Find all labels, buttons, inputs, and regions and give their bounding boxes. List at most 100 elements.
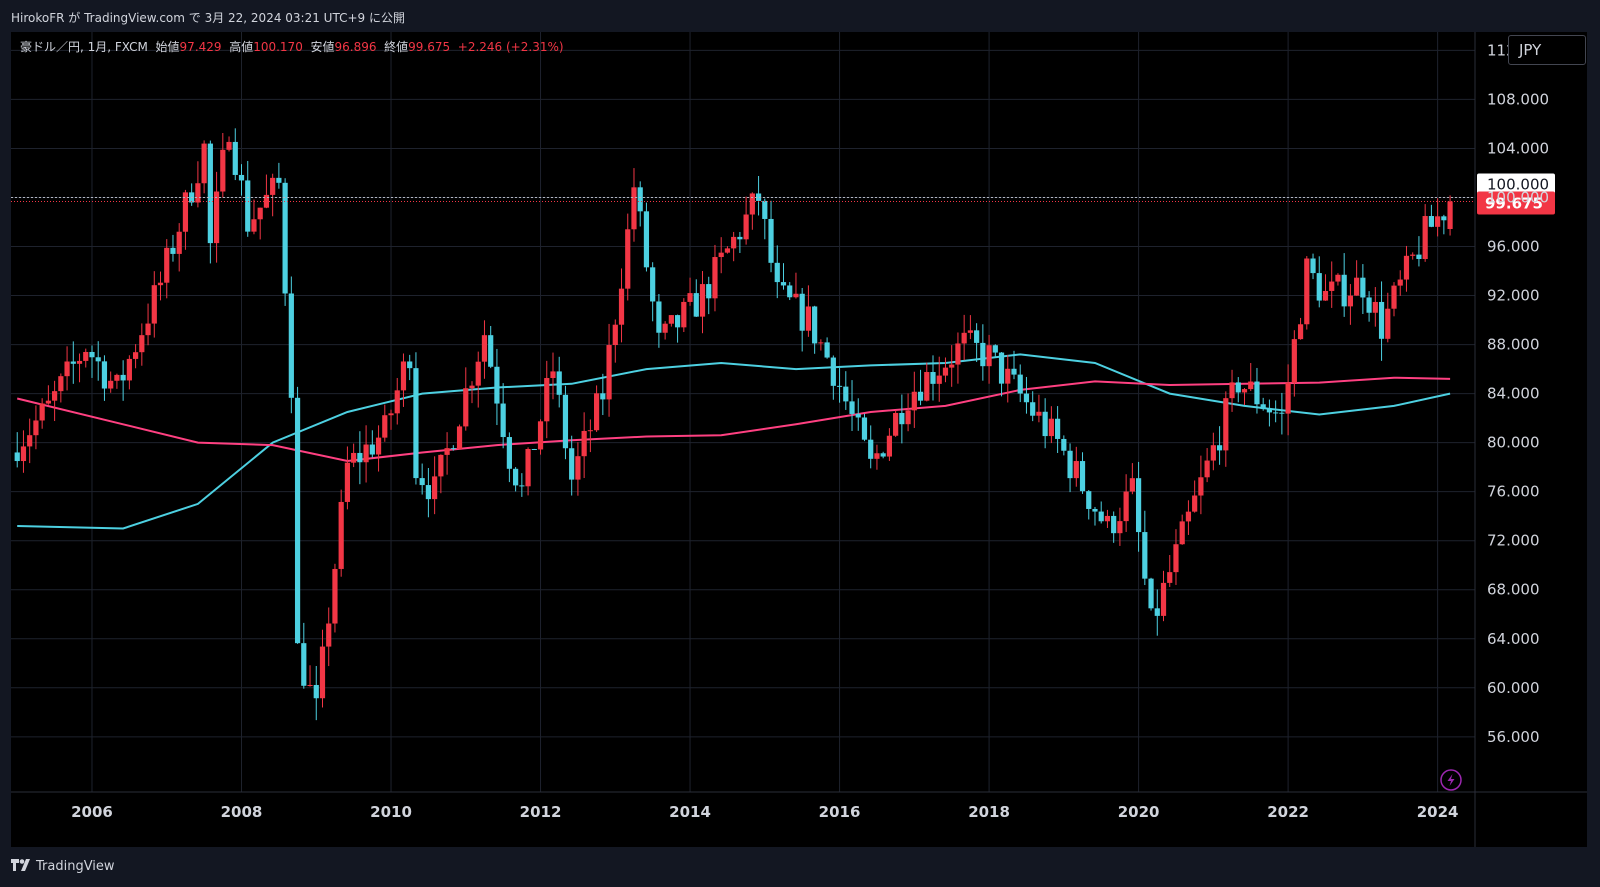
candle-body (288, 293, 294, 398)
candle-body (226, 141, 232, 150)
candle-body (500, 403, 506, 438)
candle-body (58, 376, 64, 392)
candle-body (793, 293, 799, 298)
candle-body (400, 361, 407, 391)
tradingview-logo-icon (11, 859, 30, 871)
candle-body (70, 361, 76, 364)
candle-body (1179, 521, 1185, 545)
candle-body (1148, 578, 1154, 609)
moving-average-line (16, 376, 1451, 463)
candle-body (1366, 297, 1372, 313)
candle-body (544, 378, 550, 422)
candle-body (699, 284, 706, 317)
y-tick-label: 80.000 (1487, 434, 1540, 452)
x-tick-label: 2010 (370, 803, 412, 821)
candle-body (780, 282, 787, 286)
candle-body (1347, 295, 1354, 307)
candle-body (45, 400, 51, 404)
candle-body (456, 426, 463, 449)
candle-body (1260, 404, 1266, 410)
candle-body (1316, 273, 1322, 301)
candle-body (469, 385, 475, 389)
candle-body (1266, 409, 1273, 413)
candle-body (1111, 515, 1117, 534)
candle-body (382, 415, 388, 438)
candle-body (481, 335, 488, 362)
candle-body (494, 366, 500, 404)
candle-body (1117, 521, 1123, 534)
candle-body (899, 412, 905, 425)
candle-body (743, 214, 749, 240)
candle-body (375, 437, 382, 455)
y-tick-label: 84.000 (1487, 385, 1540, 403)
y-tick-label: 88.000 (1487, 336, 1540, 354)
candle-body (587, 430, 593, 432)
y-tick-label: 76.000 (1487, 483, 1540, 501)
candle-body (886, 435, 892, 457)
candle-body (1048, 418, 1054, 437)
candle-body (880, 453, 886, 457)
candle-body (419, 478, 425, 486)
candle-body (1142, 532, 1148, 579)
candle-body (201, 143, 207, 184)
candle-body (1210, 445, 1216, 461)
moving-averages (16, 353, 1451, 530)
candle-body (1055, 418, 1061, 439)
candle-body (369, 444, 375, 455)
candle-body (52, 391, 58, 401)
candle-body (39, 403, 45, 421)
candle-body (1329, 281, 1335, 291)
candle-body (674, 315, 681, 328)
candle-body (170, 247, 176, 254)
candle-body (338, 501, 344, 569)
candle-body (749, 193, 755, 215)
candle-body (1422, 216, 1428, 259)
candle-body (643, 211, 650, 268)
candle-body (108, 380, 114, 389)
candle-body (413, 368, 419, 479)
candle-body (1360, 277, 1366, 298)
publish-header: HirokoFR が TradingView.com で 3月 22, 2024… (0, 0, 1600, 32)
moving-average-line (17, 353, 1451, 530)
candle-body (450, 448, 456, 450)
candle-body (1036, 411, 1042, 416)
candle-body (388, 413, 394, 416)
candle-body (1403, 255, 1410, 280)
candle-body (594, 393, 600, 431)
candle-body (120, 374, 126, 381)
candle-body (220, 149, 226, 192)
candle-body (257, 207, 263, 220)
candle-body (1310, 258, 1316, 274)
candle-body (849, 401, 855, 414)
candle-body (139, 335, 145, 353)
candle-body (313, 684, 319, 699)
y-tick-label: 68.000 (1487, 581, 1540, 599)
candle-body (712, 257, 718, 299)
candle-body (1416, 254, 1422, 259)
candle-body (606, 345, 612, 400)
symbol-label: 豪ドル／円, 1月, FXCM (20, 40, 148, 54)
candle-body (89, 351, 95, 358)
candle-body (531, 449, 537, 451)
candle-body (1304, 258, 1310, 325)
candle-body (569, 448, 575, 480)
footer: TradingView (0, 847, 1600, 887)
y-tick-label: 108.000 (1487, 90, 1549, 108)
candle-body (101, 361, 108, 389)
candle-body (307, 684, 313, 686)
candle-body (693, 293, 699, 317)
candle-body (980, 342, 986, 367)
currency-button[interactable]: JPY (1508, 35, 1586, 65)
candle-body (1285, 382, 1291, 414)
candle-body (1067, 450, 1073, 479)
candle-body (344, 462, 351, 502)
candle-body (650, 267, 656, 302)
candle-body (151, 285, 157, 324)
candle-body (525, 449, 531, 487)
candle-body (27, 435, 33, 447)
axes: 56.000 60.000 64.000 68.000 72.000 76.000 80.0… (11, 32, 1587, 847)
candle-body (662, 323, 668, 333)
x-tick-label: 2024 (1417, 803, 1459, 821)
y-tick-label: 64.000 (1487, 630, 1540, 648)
